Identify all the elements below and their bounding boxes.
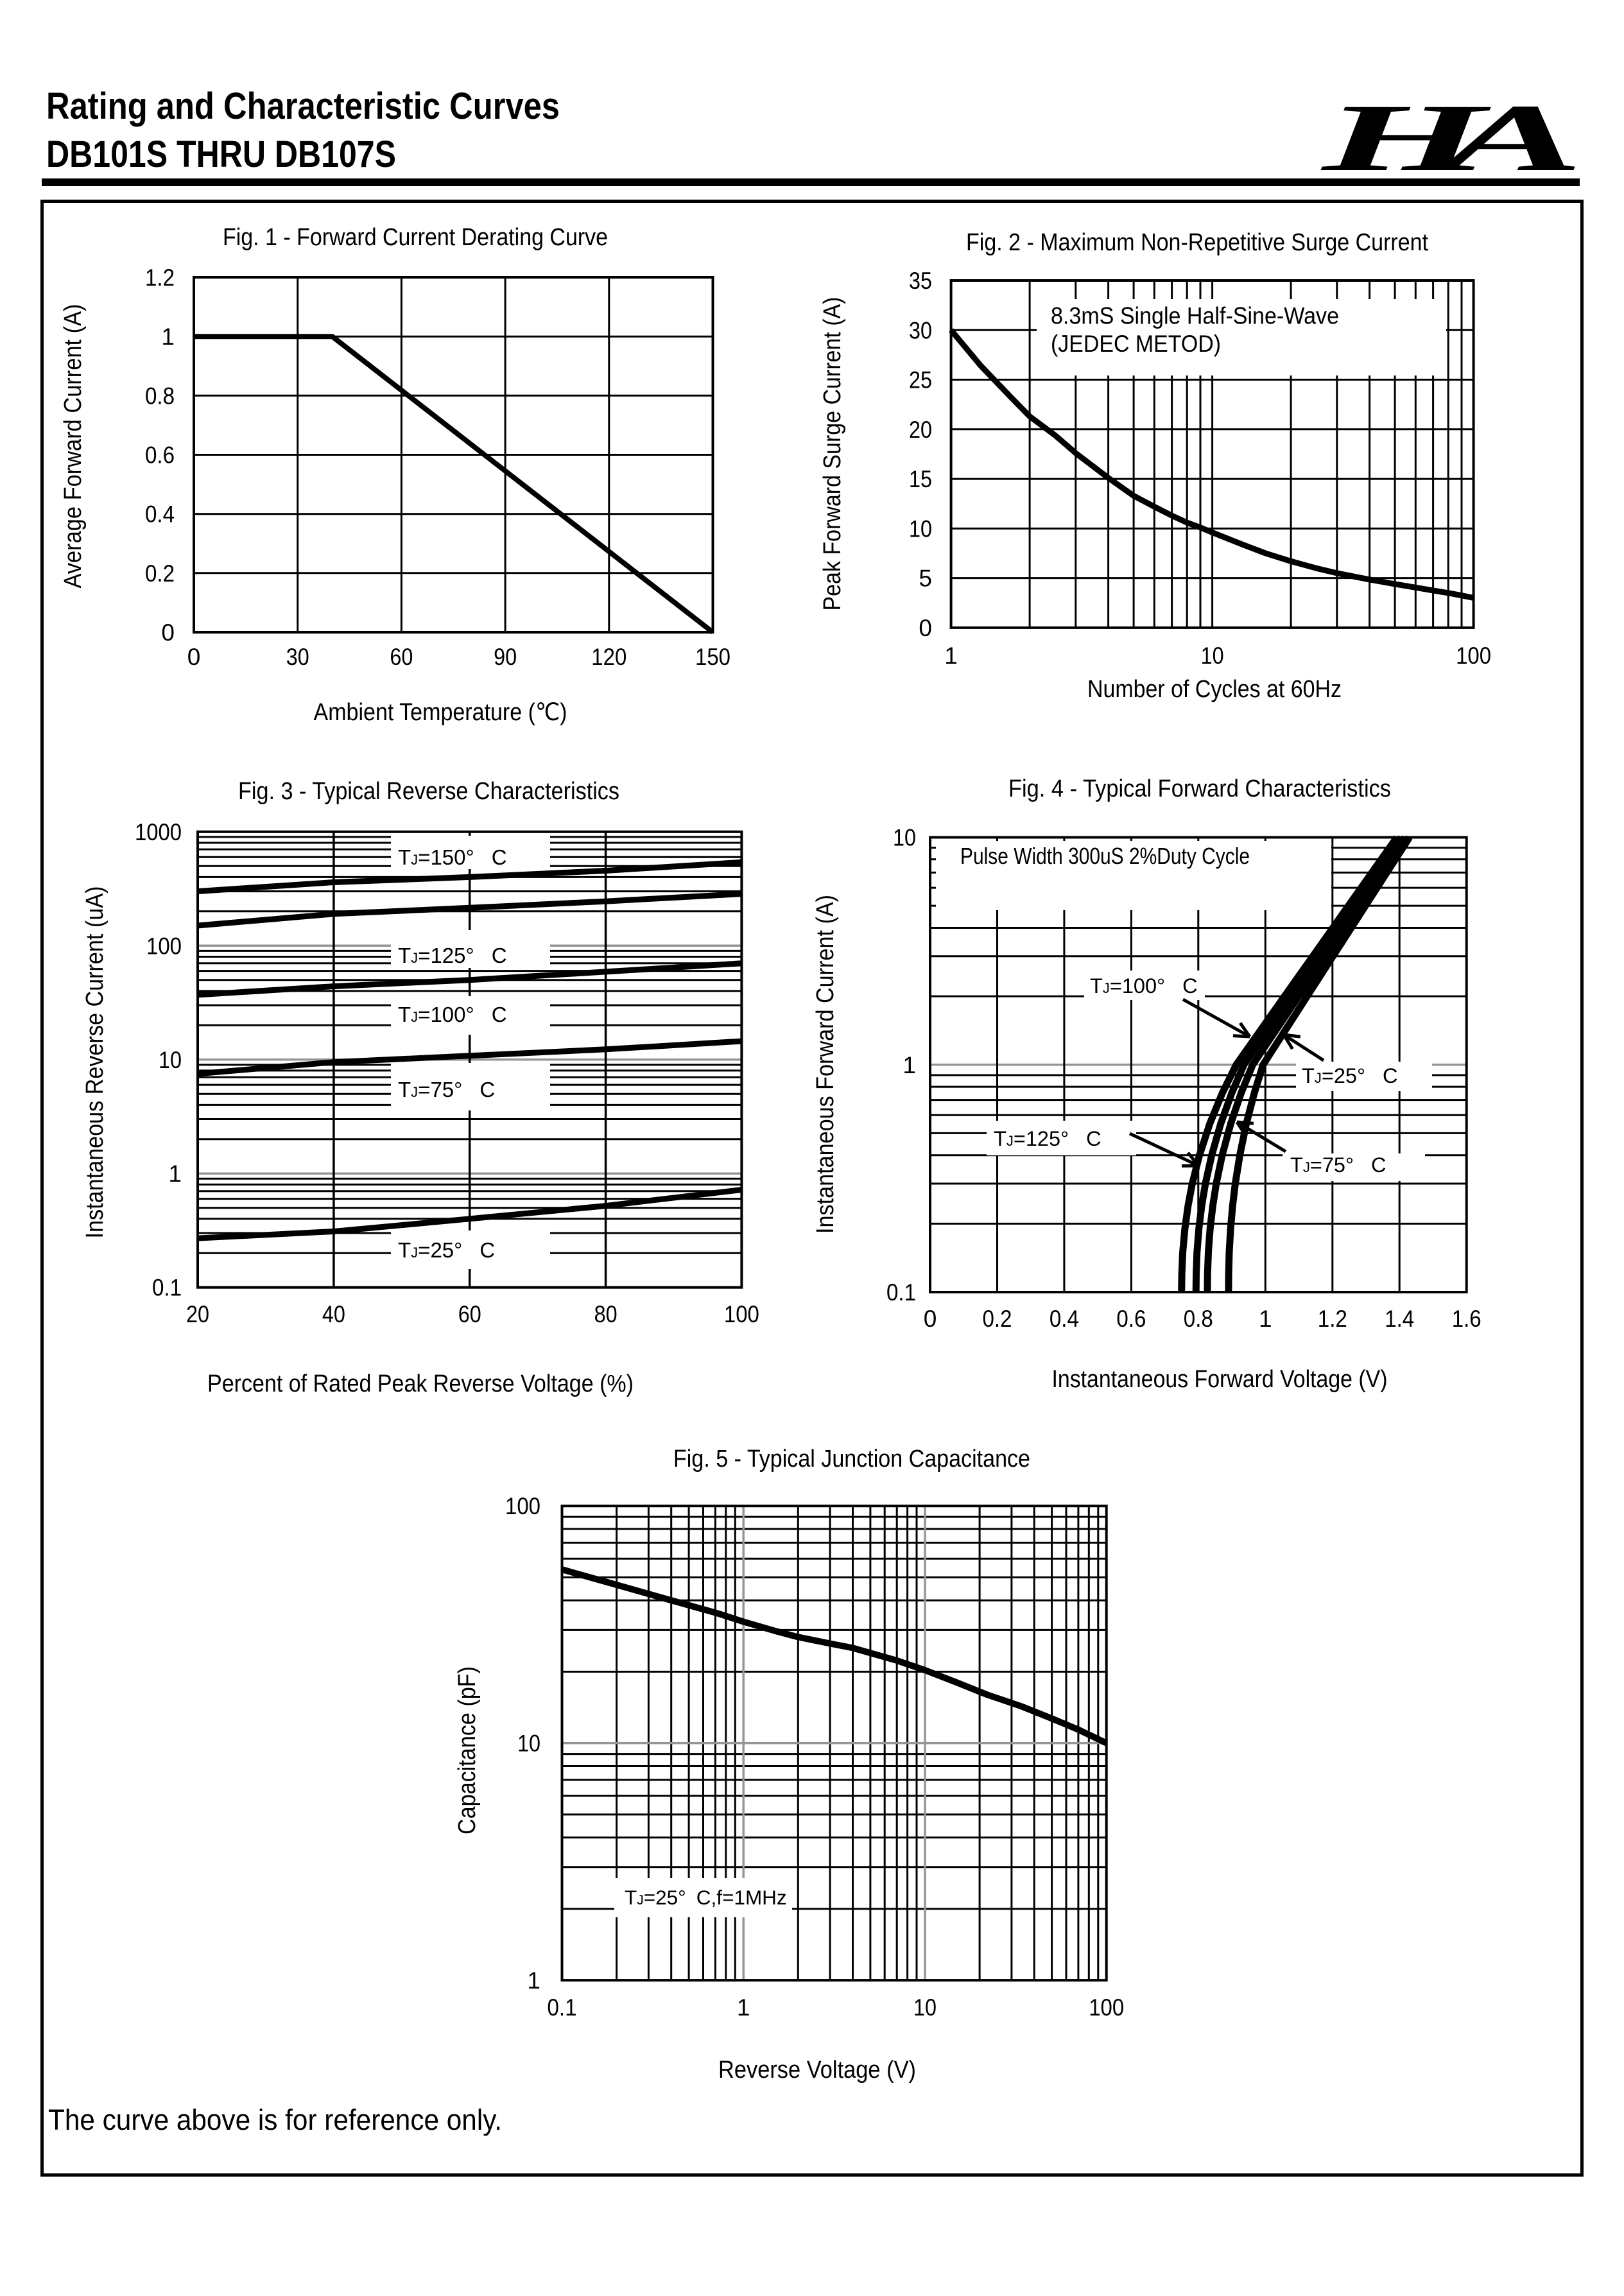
svg-text:30: 30	[286, 644, 309, 670]
svg-text:1: 1	[1259, 1306, 1272, 1332]
svg-text:Number of Cycles at 60Hz: Number of Cycles at 60Hz	[1087, 676, 1342, 703]
svg-text:0.1: 0.1	[886, 1279, 916, 1306]
svg-text:8.3mS Single Half-Sine-Wave: 8.3mS Single Half-Sine-Wave	[1051, 303, 1339, 329]
svg-text:1.2: 1.2	[145, 264, 175, 291]
svg-text:0.2: 0.2	[983, 1306, 1012, 1332]
svg-text:25: 25	[909, 367, 932, 393]
svg-text:1.4: 1.4	[1385, 1306, 1414, 1332]
svg-text:60: 60	[458, 1301, 481, 1327]
svg-text:120: 120	[591, 644, 626, 670]
svg-text:(JEDEC METOD): (JEDEC METOD)	[1051, 331, 1221, 357]
svg-text:100: 100	[724, 1301, 759, 1327]
svg-text:100: 100	[146, 933, 182, 959]
svg-text:1.6: 1.6	[1452, 1306, 1481, 1332]
svg-text:TJ=25°C,f=1MHz: TJ=25° C,f=1MHz	[625, 1886, 787, 1909]
svg-text:80: 80	[594, 1301, 618, 1327]
svg-text:5: 5	[919, 565, 932, 592]
svg-text:10: 10	[159, 1047, 182, 1073]
svg-text:0.4: 0.4	[145, 501, 175, 528]
svg-text:Average Forward Current (A): Average Forward Current (A)	[60, 304, 87, 589]
svg-text:100: 100	[1089, 1994, 1124, 2021]
svg-text:10: 10	[913, 1994, 937, 2021]
svg-text:Pulse Width 300uS 2%Duty Cycle: Pulse Width 300uS 2%Duty Cycle	[960, 843, 1250, 869]
svg-text:0.6: 0.6	[145, 442, 175, 469]
svg-text:Instantaneous Forward Voltage: Instantaneous Forward Voltage (V)	[1052, 1366, 1388, 1393]
svg-text:1: 1	[903, 1052, 916, 1078]
svg-text:Peak Forward Surge Current (A): Peak Forward Surge Current (A)	[819, 297, 846, 611]
svg-text:0.1: 0.1	[548, 1994, 577, 2021]
svg-text:60: 60	[390, 644, 413, 670]
svg-text:Rating and Characteristic Curv: Rating and Characteristic Curves	[46, 85, 560, 127]
svg-text:Fig. 3 - Typical Reverse Chara: Fig. 3 - Typical Reverse Characteristics	[238, 778, 619, 805]
svg-text:10: 10	[1201, 643, 1224, 669]
svg-text:0.8: 0.8	[145, 383, 175, 409]
svg-text:1000: 1000	[135, 819, 182, 845]
svg-text:0.6: 0.6	[1116, 1306, 1146, 1332]
svg-text:The curve above is for referen: The curve above is for reference only.	[48, 2103, 502, 2136]
svg-text:1: 1	[168, 1161, 182, 1187]
svg-text:0: 0	[187, 644, 201, 670]
svg-text:Instantaneous Reverse Current: Instantaneous Reverse Current (uA)	[82, 886, 108, 1239]
svg-text:0.1: 0.1	[152, 1275, 182, 1301]
svg-text:40: 40	[322, 1301, 345, 1327]
svg-text:0: 0	[924, 1306, 937, 1332]
svg-text:0.8: 0.8	[1184, 1306, 1213, 1332]
svg-text:20: 20	[186, 1301, 209, 1327]
svg-text:0: 0	[161, 619, 175, 646]
svg-text:Fig. 4 - Typical Forward Chara: Fig. 4 - Typical Forward Characteristics	[1008, 775, 1391, 802]
svg-text:35: 35	[909, 268, 932, 294]
svg-text:100: 100	[1456, 643, 1491, 669]
svg-text:0.2: 0.2	[145, 560, 175, 587]
svg-text:Ambient Temperature (℃): Ambient Temperature (℃)	[314, 699, 567, 726]
svg-text:20: 20	[909, 417, 932, 443]
svg-text:1: 1	[737, 1994, 750, 2021]
svg-text:DB101S THRU DB107S: DB101S THRU DB107S	[46, 134, 396, 175]
svg-text:10: 10	[909, 515, 932, 542]
svg-text:90: 90	[494, 644, 517, 670]
svg-text:100: 100	[505, 1493, 540, 1519]
svg-text:Fig. 2 - Maximum Non-Repetitiv: Fig. 2 - Maximum Non-Repetitive Surge Cu…	[966, 229, 1428, 256]
svg-text:Reverse Voltage (V): Reverse Voltage (V)	[718, 2057, 916, 2084]
svg-text:0: 0	[919, 615, 932, 641]
svg-text:Fig. 1 - Forward Current Derat: Fig. 1 - Forward Current Derating Curve	[223, 224, 608, 251]
svg-text:Percent of Rated Peak Reverse: Percent of Rated Peak Reverse Voltage (%…	[207, 1370, 634, 1397]
svg-text:150: 150	[695, 644, 730, 670]
svg-text:HA: HA	[1320, 85, 1575, 191]
svg-text:1: 1	[161, 324, 175, 350]
svg-text:30: 30	[909, 317, 932, 343]
svg-text:1: 1	[527, 1967, 540, 1994]
svg-text:1.2: 1.2	[1318, 1306, 1347, 1332]
svg-text:Instantaneous Forward Current: Instantaneous Forward Current (A)	[812, 895, 839, 1234]
svg-text:10: 10	[517, 1731, 540, 1757]
svg-text:Capacitance (pF): Capacitance (pF)	[454, 1666, 481, 1834]
svg-text:1: 1	[944, 643, 958, 669]
svg-text:0.4: 0.4	[1050, 1306, 1079, 1332]
svg-text:15: 15	[909, 466, 932, 492]
svg-text:10: 10	[893, 825, 916, 851]
svg-text:Fig. 5 - Typical Junction Capa: Fig. 5 - Typical Junction Capacitance	[673, 1446, 1030, 1472]
